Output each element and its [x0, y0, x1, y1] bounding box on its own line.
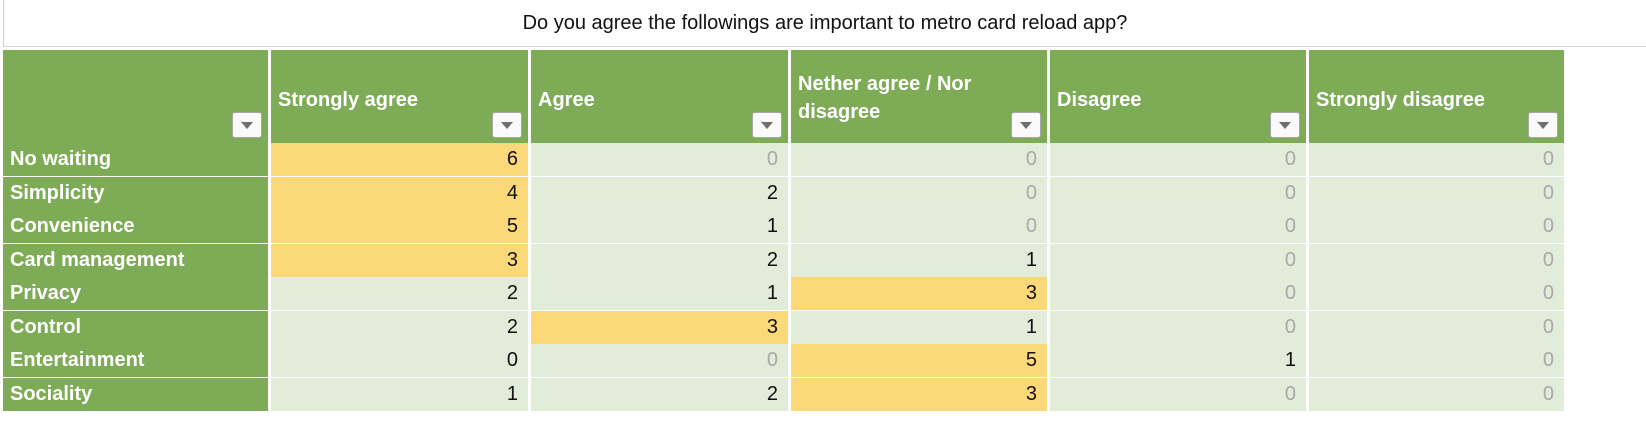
row-label: Simplicity	[3, 177, 268, 210]
table-cell: 2	[531, 378, 788, 411]
column-header: Disagree	[1050, 50, 1306, 144]
table-cell: 0	[1309, 344, 1564, 377]
row-label: Privacy	[3, 277, 268, 310]
table-cell: 0	[1309, 177, 1564, 210]
table-cell: 0	[1050, 244, 1306, 277]
table-cell: 1	[531, 277, 788, 310]
table-cell: 0	[1050, 277, 1306, 310]
column-header: Nether agree / Nor disagree	[791, 50, 1047, 144]
table-cell: 6	[271, 143, 528, 176]
table-cell: 3	[791, 277, 1047, 310]
table-cell: 0	[1309, 143, 1564, 176]
column-header: Strongly disagree	[1309, 50, 1564, 144]
table-cell: 0	[1309, 277, 1564, 310]
table-title: Do you agree the followings are importan…	[3, 0, 1646, 47]
table-cell: 1	[271, 378, 528, 411]
column-header-label: Strongly agree	[278, 89, 419, 111]
table-cell: 0	[1050, 378, 1306, 411]
table-cell: 1	[791, 244, 1047, 277]
table-cell: 5	[791, 344, 1047, 377]
table-cell: 0	[1050, 210, 1306, 243]
table-cell: 2	[531, 244, 788, 277]
table-cell: 0	[1050, 177, 1306, 210]
table-cell: 0	[1050, 311, 1306, 344]
column-header: Agree	[531, 50, 788, 144]
row-label: Convenience	[3, 210, 268, 243]
table-cell: 1	[791, 311, 1047, 344]
column-header: Strongly agree	[271, 50, 528, 144]
row-label: No waiting	[3, 143, 268, 176]
table-cell: 0	[1050, 143, 1306, 176]
row-label: Card management	[3, 244, 268, 277]
filter-dropdown-icon[interactable]	[1011, 112, 1041, 138]
table-cell: 2	[271, 277, 528, 310]
table-cell: 0	[1309, 210, 1564, 243]
table-cell: 5	[271, 210, 528, 243]
filter-dropdown-icon[interactable]	[232, 112, 262, 138]
table-cell: 0	[271, 344, 528, 377]
column-header-label: Nether agree / Nor disagree	[798, 73, 972, 123]
header-corner	[3, 50, 268, 144]
table-cell: 3	[791, 378, 1047, 411]
table-cell: 0	[791, 210, 1047, 243]
table-cell: 1	[1050, 344, 1306, 377]
table-cell: 0	[1309, 311, 1564, 344]
filter-dropdown-icon[interactable]	[492, 112, 522, 138]
column-header-label: Strongly disagree	[1316, 89, 1485, 111]
column-header-label: Agree	[538, 89, 595, 111]
table-cell: 3	[531, 311, 788, 344]
table-cell: 3	[271, 244, 528, 277]
table-cell: 0	[791, 143, 1047, 176]
row-label: Entertainment	[3, 344, 268, 377]
filter-dropdown-icon[interactable]	[1270, 112, 1300, 138]
table-cell: 0	[1309, 244, 1564, 277]
table-cell: 0	[531, 344, 788, 377]
row-label: Control	[3, 311, 268, 344]
table-cell: 1	[531, 210, 788, 243]
table-cell: 2	[271, 311, 528, 344]
filter-dropdown-icon[interactable]	[1528, 112, 1558, 138]
filter-dropdown-icon[interactable]	[752, 112, 782, 138]
table-cell: 4	[271, 177, 528, 210]
table-cell: 0	[1309, 378, 1564, 411]
table-cell: 0	[531, 143, 788, 176]
table-cell: 0	[791, 177, 1047, 210]
row-label: Sociality	[3, 378, 268, 411]
column-header-label: Disagree	[1057, 89, 1142, 111]
table-cell: 2	[531, 177, 788, 210]
